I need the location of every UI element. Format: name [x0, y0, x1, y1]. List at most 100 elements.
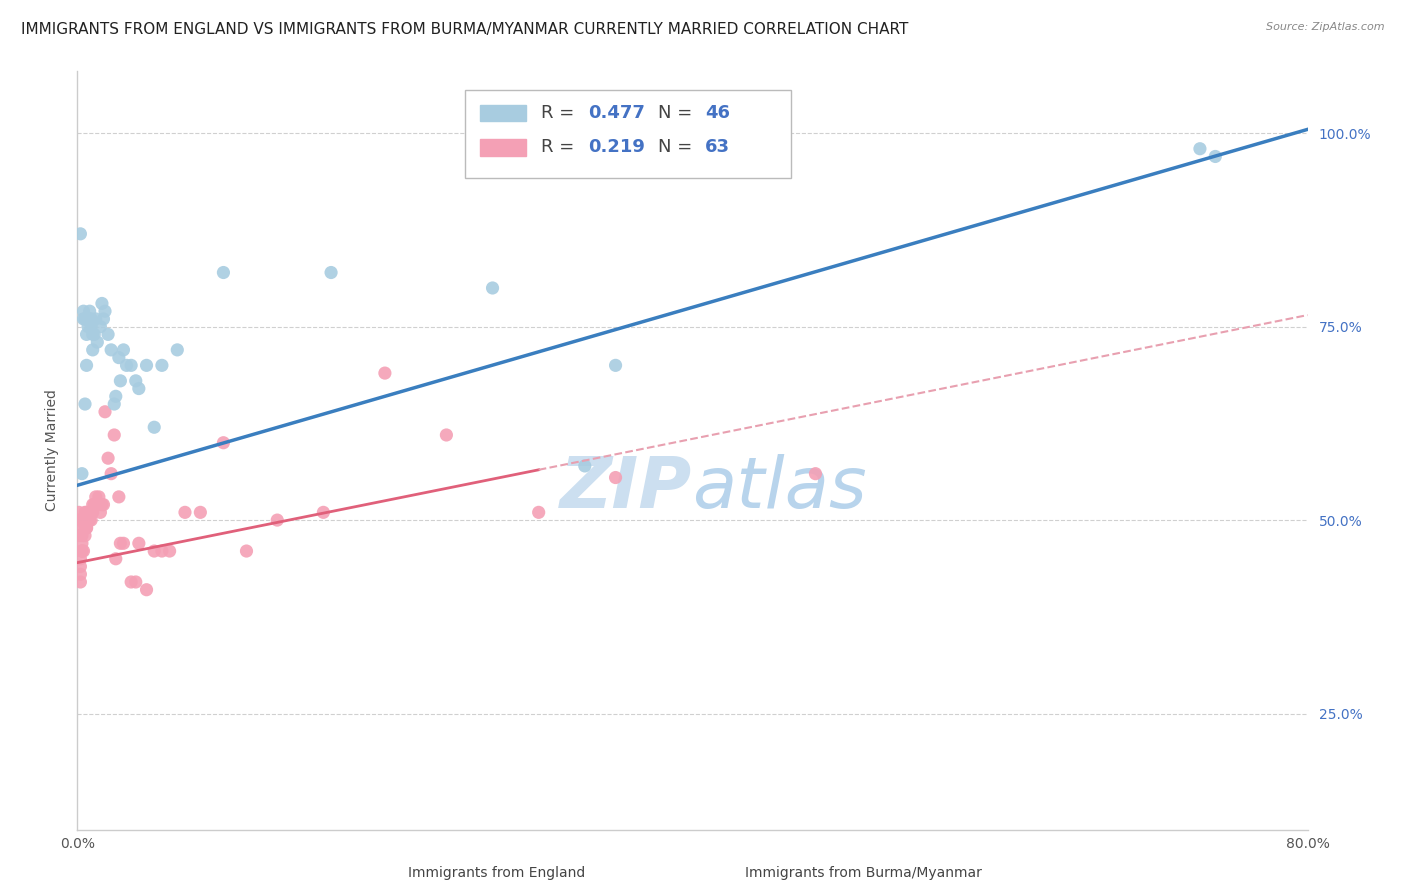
- FancyBboxPatch shape: [479, 104, 526, 121]
- Point: [77, 312, 100, 326]
- Point: [86, 498, 108, 512]
- Point: [76, 359, 98, 373]
- Point: [77, 319, 100, 334]
- Point: [70, 467, 93, 481]
- FancyBboxPatch shape: [479, 139, 526, 155]
- Point: [108, 351, 131, 365]
- Point: [436, 428, 458, 442]
- Point: [319, 266, 342, 280]
- Point: [82, 327, 104, 342]
- Point: [212, 266, 235, 280]
- Point: [143, 420, 166, 434]
- Point: [77, 505, 100, 519]
- Point: [481, 281, 503, 295]
- Point: [212, 435, 235, 450]
- Point: [104, 551, 127, 566]
- Point: [94, 405, 117, 419]
- Point: [103, 428, 125, 442]
- Point: [135, 582, 157, 597]
- Point: [73, 312, 96, 326]
- Point: [73, 513, 96, 527]
- Point: [70, 544, 93, 558]
- Point: [79, 513, 101, 527]
- Point: [97, 327, 120, 342]
- Point: [110, 536, 132, 550]
- Point: [574, 458, 596, 473]
- Point: [90, 498, 114, 512]
- Point: [135, 359, 157, 373]
- Point: [108, 490, 131, 504]
- Point: [69, 551, 91, 566]
- Point: [94, 304, 117, 318]
- Point: [76, 505, 98, 519]
- Point: [70, 528, 93, 542]
- Text: Immigrants from Burma/Myanmar: Immigrants from Burma/Myanmar: [745, 866, 981, 880]
- Text: N =: N =: [658, 138, 697, 156]
- Point: [605, 359, 627, 373]
- Point: [90, 296, 114, 310]
- Point: [374, 366, 396, 380]
- Point: [605, 470, 627, 484]
- Point: [93, 312, 115, 326]
- Point: [112, 343, 135, 357]
- Point: [82, 343, 104, 357]
- Text: Immigrants from England: Immigrants from England: [408, 866, 585, 880]
- Text: R =: R =: [541, 138, 581, 156]
- Y-axis label: Currently Married: Currently Married: [45, 390, 59, 511]
- Point: [1204, 149, 1226, 163]
- Point: [128, 382, 150, 396]
- Point: [143, 544, 166, 558]
- Point: [80, 312, 103, 326]
- Point: [79, 312, 101, 326]
- Point: [120, 359, 142, 373]
- Point: [312, 505, 335, 519]
- Text: R =: R =: [541, 104, 581, 122]
- Point: [76, 521, 98, 535]
- Point: [150, 359, 173, 373]
- Point: [1188, 142, 1211, 156]
- Point: [73, 528, 96, 542]
- Point: [70, 544, 93, 558]
- Point: [67, 513, 90, 527]
- Point: [97, 451, 120, 466]
- Point: [80, 319, 103, 334]
- Point: [87, 490, 110, 504]
- Point: [188, 505, 212, 519]
- Point: [80, 513, 103, 527]
- Point: [527, 505, 550, 519]
- Text: 63: 63: [704, 138, 730, 156]
- Text: ZIP: ZIP: [560, 454, 693, 523]
- Point: [70, 536, 93, 550]
- Text: Source: ZipAtlas.com: Source: ZipAtlas.com: [1267, 22, 1385, 32]
- Point: [235, 544, 257, 558]
- FancyBboxPatch shape: [465, 90, 792, 178]
- Point: [100, 467, 122, 481]
- Point: [73, 505, 96, 519]
- Text: N =: N =: [658, 104, 697, 122]
- Point: [76, 521, 98, 535]
- Point: [120, 574, 142, 589]
- Point: [82, 498, 104, 512]
- Point: [76, 327, 98, 342]
- Point: [89, 319, 111, 334]
- Point: [72, 544, 94, 558]
- Text: 0.219: 0.219: [588, 138, 645, 156]
- Point: [72, 513, 94, 527]
- Text: 46: 46: [704, 104, 730, 122]
- Point: [79, 304, 101, 318]
- Point: [69, 574, 91, 589]
- Point: [79, 505, 101, 519]
- Point: [72, 312, 94, 326]
- Point: [100, 343, 122, 357]
- Point: [73, 521, 96, 535]
- Point: [166, 343, 188, 357]
- Point: [115, 359, 138, 373]
- Text: atlas: atlas: [693, 454, 868, 523]
- Point: [104, 389, 127, 403]
- Point: [72, 304, 94, 318]
- Point: [89, 505, 111, 519]
- Point: [72, 521, 94, 535]
- Point: [77, 513, 100, 527]
- Point: [112, 536, 135, 550]
- Point: [70, 513, 93, 527]
